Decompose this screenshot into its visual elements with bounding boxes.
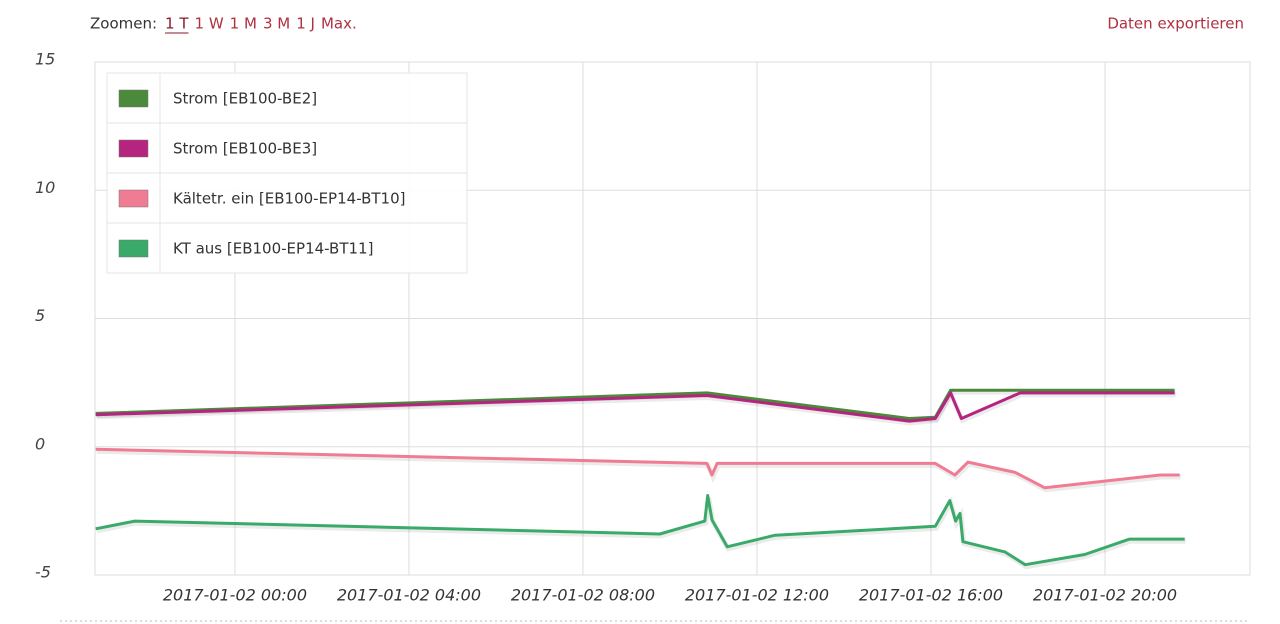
zoom-options: 1 T 1 W 1 M 3 M 1 J Max.	[165, 15, 357, 34]
x-tick-label: 2017-01-02 04:00	[337, 586, 481, 605]
series-shadow	[96, 496, 1186, 570]
series-line	[95, 388, 1175, 420]
legend-swatch	[118, 189, 149, 208]
series-line	[95, 391, 1175, 423]
legend: Strom [EB100-BE2] Strom [EB100-BE3] Kältet…	[106, 72, 468, 274]
zoom-option[interactable]: 3 M	[263, 15, 290, 33]
zoom-option[interactable]: Max.	[321, 15, 357, 33]
zoom-option[interactable]: 1 M	[230, 15, 257, 33]
export-link[interactable]: Daten exportieren	[1107, 15, 1244, 33]
y-tick-label: 5	[35, 306, 45, 325]
zoom-label: Zoomen:	[90, 15, 157, 33]
legend-swatch	[118, 239, 149, 258]
legend-swatch	[118, 89, 149, 108]
zoom-option[interactable]: 1 J	[296, 15, 315, 33]
x-tick-label: 2017-01-02 20:00	[1033, 586, 1177, 605]
x-tick-label: 2017-01-02 00:00	[163, 586, 307, 605]
series-line	[95, 494, 1185, 567]
y-tick-label: -5	[35, 563, 51, 582]
legend-swatch	[118, 139, 149, 158]
x-tick-label: 2017-01-02 08:00	[511, 586, 655, 605]
legend-label[interactable]: Strom [EB100-BE2]	[173, 90, 317, 108]
y-tick-label: 10	[35, 178, 55, 197]
y-tick-label: 0	[35, 434, 45, 453]
x-tick-label: 2017-01-02 12:00	[685, 586, 829, 605]
legend-label[interactable]: Kältetr. ein [EB100-EP14-BT10]	[173, 190, 405, 208]
series-line	[95, 447, 1180, 490]
legend-label[interactable]: KT aus [EB100-EP14-BT11]	[173, 240, 373, 258]
lines	[95, 388, 1186, 570]
legend-label[interactable]: Strom [EB100-BE3]	[173, 140, 317, 158]
zoom-option[interactable]: 1 W	[195, 15, 224, 33]
grid: -5 0 5 10 15 2017-01-02 00:00 2017-01-02 04:00…	[35, 50, 1250, 605]
y-tick-label: 15	[35, 50, 55, 69]
zoom-option[interactable]: 1 T	[165, 15, 189, 33]
series-shadow	[96, 448, 1181, 493]
series-shadow	[96, 389, 1176, 426]
x-tick-label: 2017-01-02 16:00	[859, 586, 1003, 605]
